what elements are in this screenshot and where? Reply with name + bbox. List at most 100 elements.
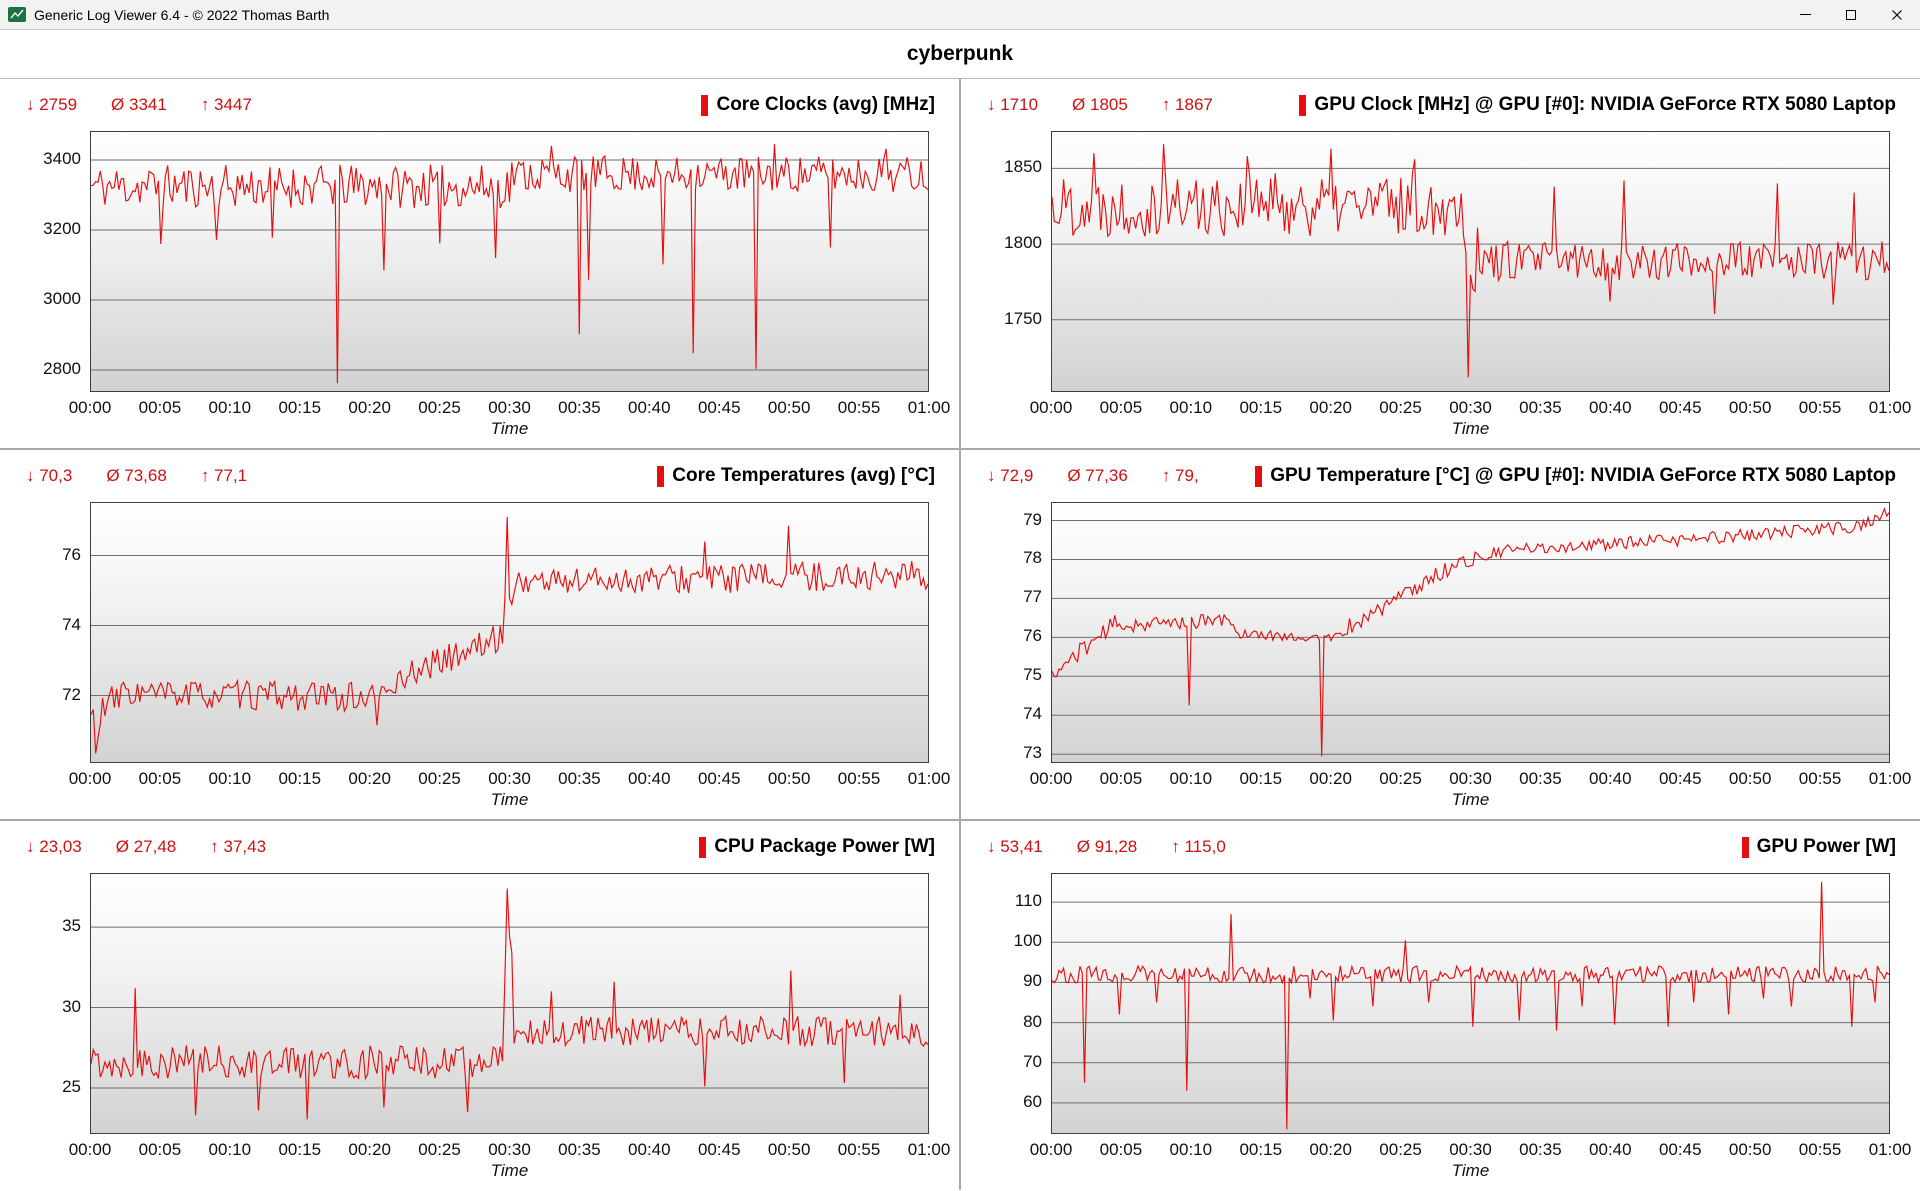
x-tick-label: 00:50 [1728, 769, 1772, 788]
x-tick-label: 00:25 [1379, 398, 1422, 417]
x-axis-ticks: 00:00 00:05 00:10 00:15 00:20 00:25 00:30 00:35… [69, 1134, 951, 1161]
plot-row: 72 74 76 [62, 502, 929, 763]
x-tick-label: 00:10 [1169, 1140, 1213, 1159]
plot-area[interactable] [90, 873, 929, 1134]
y-tick-label: 74 [62, 614, 81, 634]
chart-stats: ↓ 1710 Ø 1805 ↑ 1867 [987, 95, 1213, 115]
x-tick-label: 00:10 [1169, 398, 1213, 417]
x-tick-label: 00:05 [138, 769, 182, 788]
y-tick-label: 25 [62, 1076, 81, 1096]
x-tick-label: 00:10 [208, 398, 252, 417]
x-tick-label: 00:50 [767, 1140, 811, 1159]
x-tick-label: 00:30 [1449, 1140, 1492, 1159]
caption-buttons [1782, 0, 1920, 29]
legend-color-bar [1299, 94, 1307, 116]
legend-color-bar [701, 94, 709, 116]
legend-color-bar [699, 836, 707, 858]
y-tick-label: 60 [1023, 1091, 1042, 1111]
maximize-icon [1846, 9, 1856, 20]
log-header: cyberpunk [0, 30, 1920, 79]
chart-stats: ↓ 72,9 Ø 77,36 ↑ 79, [987, 466, 1199, 486]
x-tick-label: 00:00 [68, 398, 112, 417]
x-tick-label: 00:35 [558, 1140, 601, 1159]
plot-row: 1750 1800 1850 [1004, 131, 1890, 392]
x-tick-label: 00:40 [628, 1140, 671, 1159]
chart-panel: ↓ 70,3 Ø 73,68 ↑ 77,1 Core Temperatures … [0, 450, 959, 819]
charts-grid: ↓ 2759 Ø 3341 ↑ 3447 Core Clocks (avg) [… [0, 79, 1920, 1190]
x-tick-label: 00:05 [1099, 1140, 1143, 1159]
minimize-icon [1799, 14, 1811, 15]
stat-avg: Ø 3341 [111, 95, 167, 114]
y-tick-label: 75 [1023, 665, 1042, 685]
x-tick-label: 00:00 [1029, 398, 1073, 417]
x-tick-label: 00:55 [837, 769, 881, 788]
x-tick-label: 00:55 [1798, 1140, 1842, 1159]
minimize-button[interactable] [1782, 0, 1828, 29]
x-tick-label: 00:20 [1309, 1140, 1352, 1159]
plot-row: 25 30 35 [62, 873, 929, 1134]
x-tick-label: 00:55 [837, 1140, 881, 1159]
y-tick-label: 77 [1023, 587, 1042, 607]
legend-color-bar [1255, 465, 1263, 487]
plot-area[interactable] [90, 131, 929, 392]
x-tick-label: 00:25 [1379, 1140, 1422, 1159]
chart-panel: ↓ 23,03 Ø 27,48 ↑ 37,43 CPU Package Powe… [0, 821, 959, 1190]
x-axis-label: Time [490, 790, 529, 809]
y-tick-label: 76 [1023, 626, 1042, 646]
plot-area[interactable] [90, 502, 929, 763]
y-tick-label: 1750 [1004, 308, 1042, 328]
plot-area[interactable] [1051, 131, 1890, 392]
x-tick-label: 00:25 [418, 398, 461, 417]
chart-stats: ↓ 23,03 Ø 27,48 ↑ 37,43 [26, 837, 266, 857]
x-tick-label: 00:00 [68, 1140, 112, 1159]
window-titlebar[interactable]: Generic Log Viewer 6.4 - © 2022 Thomas B… [0, 0, 1920, 30]
x-tick-label: 00:15 [278, 769, 322, 788]
y-tick-label: 79 [1023, 509, 1042, 529]
x-tick-label: 00:15 [278, 398, 322, 417]
x-tick-label: 00:30 [488, 398, 531, 417]
chart-title: GPU Power [W] [1756, 836, 1896, 857]
y-tick-label: 35 [62, 916, 81, 936]
x-tick-label: 00:20 [348, 769, 391, 788]
x-tick-label: 00:50 [1728, 1140, 1772, 1159]
chart-panel: ↓ 1710 Ø 1805 ↑ 1867 GPU Clock [MHz] @ G… [961, 79, 1920, 448]
x-tick-label: 00:55 [1798, 769, 1842, 788]
stat-max: ↑ 37,43 [210, 837, 267, 856]
chart-panel: ↓ 53,41 Ø 91,28 ↑ 115,0 GPU Power [W] 60… [961, 821, 1920, 1190]
y-tick-label: 76 [62, 544, 81, 564]
log-title: cyberpunk [906, 42, 1014, 65]
chart-legend: Core Temperatures (avg) [°C] [657, 465, 935, 487]
maximize-button[interactable] [1828, 0, 1874, 29]
chart-title: CPU Package Power [W] [714, 836, 935, 857]
chart-title: Core Clocks (avg) [MHz] [716, 94, 935, 115]
x-tick-label: 00:50 [1728, 398, 1772, 417]
plot-area[interactable] [1051, 873, 1890, 1134]
x-tick-label: 00:45 [697, 1140, 741, 1159]
y-tick-label: 1850 [1004, 157, 1042, 177]
y-tick-label: 2800 [43, 359, 81, 378]
x-tick-label: 00:50 [767, 398, 811, 417]
x-tick-label: 01:00 [907, 398, 951, 417]
x-tick-label: 00:05 [1099, 769, 1143, 788]
plot-area[interactable] [1051, 502, 1890, 763]
window-title: Generic Log Viewer 6.4 - © 2022 Thomas B… [34, 6, 330, 23]
chart-canvas [1052, 144, 1889, 378]
stat-min: ↓ 70,3 [26, 466, 73, 485]
close-button[interactable] [1874, 0, 1920, 29]
x-tick-label: 00:30 [1449, 398, 1492, 417]
x-tick-label: 00:45 [1658, 1140, 1702, 1159]
app-icon [8, 7, 26, 22]
chart-canvas [91, 516, 928, 754]
x-tick-label: 00:40 [1589, 1140, 1632, 1159]
chart-panel: ↓ 2759 Ø 3341 ↑ 3447 Core Clocks (avg) [… [0, 79, 959, 448]
x-tick-label: 01:00 [1868, 769, 1912, 788]
chart-title: GPU Temperature [°C] @ GPU [#0]: NVIDIA … [1270, 465, 1896, 486]
legend-color-bar [657, 465, 665, 487]
stat-min: ↓ 72,9 [987, 466, 1034, 485]
x-axis-label: Time [1451, 790, 1490, 809]
plot-row: 60 70 80 90 100 110 [1014, 873, 1890, 1134]
stat-min: ↓ 23,03 [26, 837, 82, 856]
x-tick-label: 00:40 [1589, 398, 1632, 417]
x-tick-label: 00:35 [558, 398, 601, 417]
x-axis-ticks: 00:00 00:05 00:10 00:15 00:20 00:25 00:30 00:35… [1030, 1134, 1912, 1161]
